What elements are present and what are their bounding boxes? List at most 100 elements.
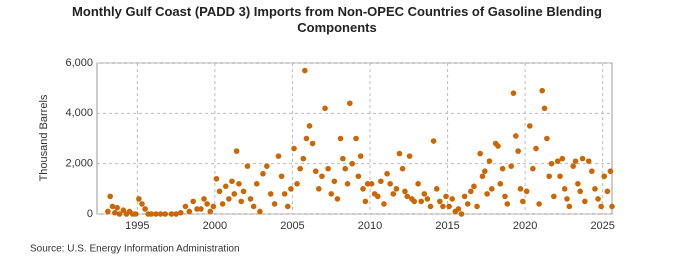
point	[342, 165, 348, 172]
x-tick-label: 2000	[203, 220, 227, 232]
point	[153, 211, 159, 217]
point	[116, 211, 123, 217]
x-tick-label: 2005	[280, 220, 304, 232]
point	[582, 198, 588, 205]
point	[544, 135, 550, 142]
point	[233, 148, 240, 154]
point	[260, 170, 266, 177]
point	[253, 181, 260, 187]
point	[418, 198, 425, 205]
point	[309, 140, 316, 147]
point	[229, 178, 235, 185]
point	[302, 67, 308, 74]
point	[484, 191, 490, 197]
x-tick-label: 2015	[435, 220, 459, 232]
point	[595, 196, 601, 202]
point	[294, 181, 300, 187]
y-tick-label: 6,000	[65, 57, 93, 69]
point	[497, 181, 504, 187]
point	[479, 173, 486, 180]
point	[244, 163, 251, 169]
point	[300, 155, 307, 162]
point	[421, 191, 428, 197]
point	[297, 165, 304, 172]
point	[384, 170, 390, 177]
point	[162, 211, 169, 217]
point	[312, 168, 319, 175]
point	[554, 158, 561, 164]
point	[112, 209, 118, 216]
point	[190, 198, 196, 205]
point	[168, 211, 175, 217]
point	[513, 133, 519, 139]
point	[449, 196, 456, 202]
chart-title: Monthly Gulf Coast (PADD 3) Imports from…	[72, 4, 602, 35]
point	[430, 138, 437, 144]
point	[508, 163, 514, 169]
point	[551, 193, 557, 200]
point	[219, 201, 226, 207]
point	[393, 186, 400, 192]
point	[390, 191, 397, 197]
point	[468, 188, 474, 195]
point	[592, 186, 598, 192]
point	[107, 193, 113, 200]
point	[201, 196, 207, 202]
point	[306, 123, 313, 129]
point	[337, 135, 344, 142]
point	[424, 196, 431, 202]
point	[474, 203, 480, 210]
point	[238, 198, 245, 205]
point	[427, 203, 434, 210]
point	[186, 208, 193, 215]
point	[132, 211, 139, 217]
point	[415, 181, 421, 187]
point	[322, 105, 328, 112]
point	[539, 87, 545, 94]
point	[267, 191, 274, 197]
point	[319, 173, 325, 180]
point	[515, 148, 521, 154]
point	[589, 168, 595, 175]
point	[504, 201, 511, 207]
point	[399, 165, 406, 172]
point	[344, 181, 351, 187]
point	[278, 173, 285, 180]
point	[364, 181, 371, 187]
point	[536, 201, 542, 207]
point	[464, 201, 471, 207]
point	[402, 188, 408, 195]
point	[433, 186, 440, 192]
point	[105, 208, 111, 215]
point	[598, 203, 604, 210]
point	[194, 206, 200, 212]
y-tick-label: 0	[87, 208, 93, 220]
point	[486, 158, 493, 164]
point	[355, 173, 362, 180]
point	[148, 211, 155, 217]
point	[495, 143, 501, 149]
point	[530, 165, 536, 172]
point	[216, 188, 223, 195]
point	[281, 191, 288, 197]
point	[575, 181, 581, 187]
point	[114, 204, 120, 211]
point	[404, 193, 411, 200]
point	[360, 186, 366, 192]
point	[577, 188, 584, 195]
point	[362, 198, 369, 205]
point	[120, 207, 127, 214]
point	[284, 203, 291, 210]
point	[381, 201, 387, 207]
point	[288, 186, 294, 192]
point	[546, 173, 552, 180]
point	[177, 209, 184, 216]
point	[482, 168, 488, 175]
point	[455, 206, 462, 212]
y-tick-label: 2,000	[65, 158, 93, 170]
point	[257, 208, 263, 215]
point	[291, 145, 297, 152]
point	[533, 145, 539, 152]
point	[446, 203, 452, 210]
